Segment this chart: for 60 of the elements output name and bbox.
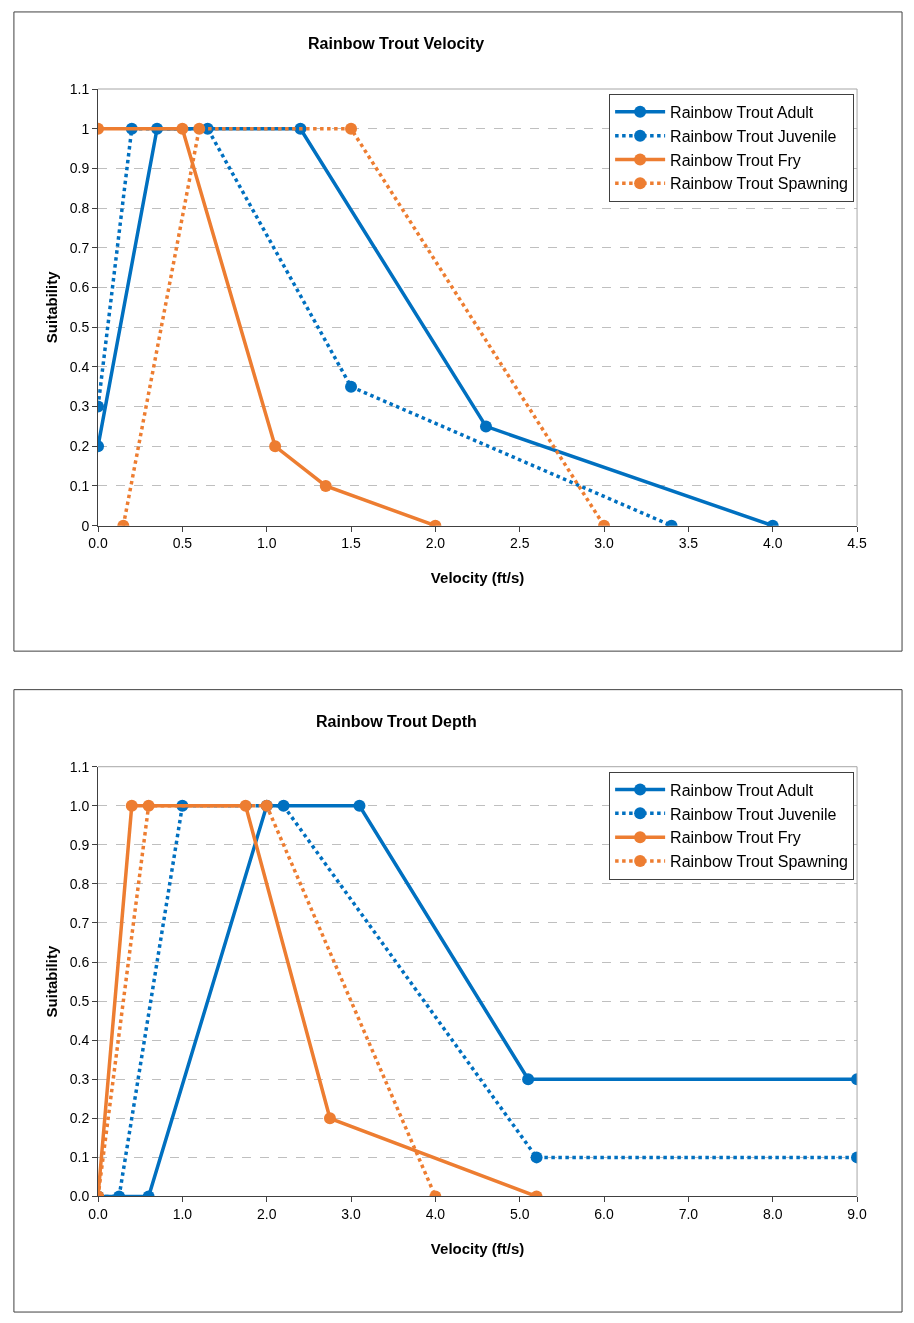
x-tick-label: 9.0 xyxy=(847,1206,867,1223)
y-axis-title: Suitability xyxy=(43,945,61,1018)
x-tick-label: 4.0 xyxy=(762,535,783,552)
y-tick-label: 0.0 xyxy=(69,1188,90,1205)
y-tick-label: 0.3 xyxy=(69,1071,90,1088)
x-tick-label: 1.5 xyxy=(341,535,361,552)
y-tick-label: 0.8 xyxy=(69,875,90,892)
legend-label: Rainbow Trout Juvenile xyxy=(670,127,837,145)
y-tick-label: 0.1 xyxy=(69,477,90,494)
legend-label: Rainbow Trout Fry xyxy=(670,829,801,847)
chart-title: Rainbow Trout Velocity xyxy=(308,35,485,52)
y-tick-label: 0.5 xyxy=(69,319,90,336)
x-tick-label: 4.5 xyxy=(847,535,867,552)
x-tick-label: 3.5 xyxy=(678,535,699,552)
y-tick-label: 0.6 xyxy=(69,953,90,970)
x-tick-label: 2.0 xyxy=(256,1206,277,1223)
y-tick-label: 0 xyxy=(81,517,90,534)
point xyxy=(345,122,358,135)
y-tick-label: 1.1 xyxy=(69,80,90,97)
x-tick-label: 2.0 xyxy=(425,535,446,552)
y-tick-label: 0.4 xyxy=(69,1032,90,1049)
x-tick-label: 2.5 xyxy=(509,535,530,552)
x-tick-label: 3.0 xyxy=(341,1206,361,1223)
y-tick-label: 0.5 xyxy=(69,993,90,1010)
y-tick-label: 0.3 xyxy=(69,398,90,415)
y-tick-label: 0.7 xyxy=(69,239,90,256)
legend-label: Rainbow Trout Spawning xyxy=(670,175,849,193)
x-tick-label: 0.5 xyxy=(172,535,193,552)
x-tick-label: 4.0 xyxy=(425,1206,446,1223)
x-tick-label: 1.0 xyxy=(256,535,277,552)
y-tick-label: 0.8 xyxy=(69,200,90,216)
y-axis-title: Suitability xyxy=(43,270,61,344)
y-tick-label: 1.1 xyxy=(69,758,90,775)
y-tick-label: 1.0 xyxy=(69,797,90,814)
y-tick-label: 1 xyxy=(81,120,90,137)
x-tick-label: 7.0 xyxy=(678,1206,699,1223)
x-axis-title: Velocity (ft/s) xyxy=(430,1240,525,1258)
point xyxy=(176,122,189,135)
legend-label: Rainbow Trout Spawning xyxy=(670,853,849,871)
y-tick-label: 0.2 xyxy=(69,438,90,455)
y-tick-label: 0.1 xyxy=(69,1149,90,1166)
y-tick-label: 0.4 xyxy=(69,358,90,375)
legend-label: Rainbow Trout Adult xyxy=(670,104,814,122)
legend-label: Rainbow Trout Adult xyxy=(670,781,814,799)
x-tick-label: 5.0 xyxy=(509,1206,530,1223)
x-tick-label: 1.0 xyxy=(172,1206,193,1223)
x-axis-title: Velocity (ft/s) xyxy=(430,569,525,587)
y-tick-label: 0.7 xyxy=(69,914,90,931)
point xyxy=(193,122,206,135)
y-tick-label: 0.2 xyxy=(69,1110,90,1127)
x-tick-label: 8.0 xyxy=(762,1206,783,1223)
legend-label: Rainbow Trout Fry xyxy=(670,151,801,169)
x-tick-label: 6.0 xyxy=(594,1206,614,1223)
y-tick-label: 0.6 xyxy=(69,279,90,296)
point xyxy=(345,380,358,393)
chart-title: Rainbow Trout Depth xyxy=(316,713,477,730)
legend-label: Rainbow Trout Juvenile xyxy=(670,805,837,823)
y-tick-label: 0.9 xyxy=(69,160,90,177)
x-tick-label: 3.0 xyxy=(594,535,614,552)
y-tick-label: 0.9 xyxy=(69,836,90,853)
